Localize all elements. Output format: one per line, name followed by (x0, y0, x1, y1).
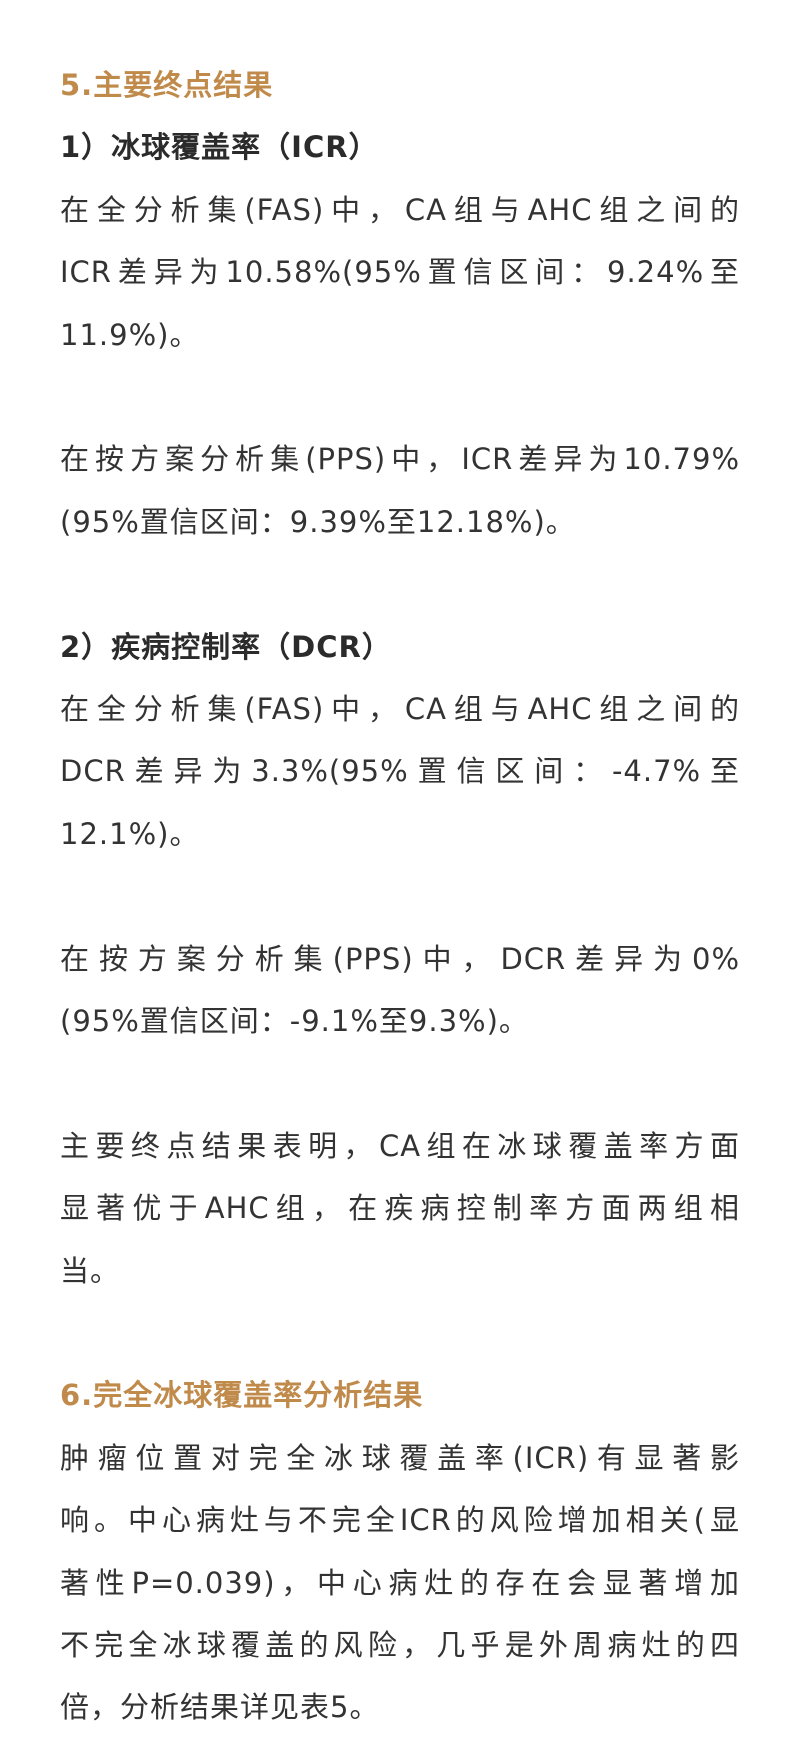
text-line: DCR差异为3.3%(95%置信区间：-4.7%至 (60, 754, 740, 789)
text-line: 肿瘤位置对完全冰球覆盖率(ICR)有显著影 (60, 1440, 740, 1475)
paragraph-dcr-pps: 在按方案分析集(PPS)中，DCR差异为0% (95%置信区间：-9.1%至9.… (60, 928, 740, 1053)
text-line: (95%置信区间：-9.1%至9.3%)。 (60, 1004, 529, 1039)
text-line: 显著优于AHC组，在疾病控制率方面两组相 (60, 1191, 740, 1226)
text-line: 倍，分析结果详见表5。 (60, 1690, 380, 1725)
text-line: 11.9%)。 (60, 317, 200, 352)
subtitle-icr: 1）冰球覆盖率（ICR） (60, 130, 379, 165)
subtitle-dcr: 2）疾病控制率（DCR） (60, 629, 392, 664)
section-title-complete-icr: 6.完全冰球覆盖率分析结果 (60, 1378, 424, 1413)
text-line: 当。 (60, 1253, 121, 1288)
text-line: 著性P=0.039)，中心病灶的存在会显著增加 (60, 1565, 740, 1600)
text-line: ICR差异为10.58%(95%置信区间：9.24%至 (60, 255, 740, 290)
paragraph-summary: 主要终点结果表明，CA组在冰球覆盖率方面 显著优于AHC组，在疾病控制率方面两组… (60, 1115, 740, 1302)
text-line: 在全分析集(FAS)中，CA组与AHC组之间的 (60, 692, 740, 727)
paragraph-icr-pps: 在按方案分析集(PPS)中，ICR差异为10.79% (95%置信区间：9.39… (60, 428, 740, 553)
text-line: 主要终点结果表明，CA组在冰球覆盖率方面 (60, 1128, 740, 1163)
text-line: 响。中心病灶与不完全ICR的风险增加相关(显 (60, 1503, 740, 1538)
text-line: 12.1%)。 (60, 816, 200, 851)
text-line: 在全分析集(FAS)中，CA组与AHC组之间的 (60, 192, 740, 227)
text-line: 不完全冰球覆盖的风险，几乎是外周病灶的四 (60, 1628, 740, 1663)
paragraph-dcr-fas: 在全分析集(FAS)中，CA组与AHC组之间的 DCR差异为3.3%(95%置信… (60, 678, 740, 865)
section-title-primary-endpoint: 5.主要终点结果 (60, 68, 274, 102)
text-line: 在按方案分析集(PPS)中，DCR差异为0% (60, 941, 740, 976)
paragraph-complete-icr: 肿瘤位置对完全冰球覆盖率(ICR)有显著影 响。中心病灶与不完全ICR的风险增加… (60, 1427, 740, 1739)
text-line: (95%置信区间：9.39%至12.18%)。 (60, 504, 576, 539)
paragraph-icr-fas: 在全分析集(FAS)中，CA组与AHC组之间的 ICR差异为10.58%(95%… (60, 179, 740, 366)
text-line: 在按方案分析集(PPS)中，ICR差异为10.79% (60, 442, 740, 477)
